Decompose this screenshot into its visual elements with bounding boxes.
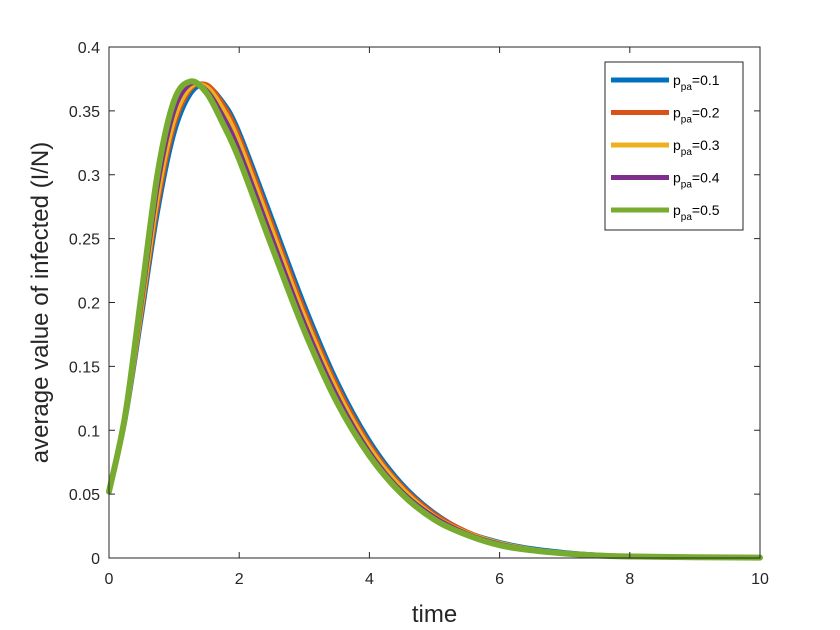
y-tick-label: 0.35 — [69, 104, 100, 121]
x-tick-label: 10 — [751, 571, 769, 588]
y-tick-label: 0.1 — [78, 423, 100, 440]
x-tick-label: 4 — [365, 571, 374, 588]
y-axis: 0 0.05 0.1 0.15 0.2 0.25 0.3 0.35 0.4 — [69, 40, 760, 568]
y-axis-title: average value of infected (I/N) — [27, 142, 54, 464]
legend-label-subscript: pa — [681, 180, 693, 191]
y-tick-label: 0.05 — [69, 487, 100, 504]
legend-label-base: p — [673, 170, 681, 186]
y-tick-label: 0.25 — [69, 232, 100, 249]
legend-label-base: p — [673, 202, 681, 218]
legend-label-2: ppa=0.2 — [673, 105, 720, 126]
legend-label-value: =0.5 — [692, 202, 720, 218]
legend-label-base: p — [673, 72, 681, 88]
x-tick-label: 8 — [625, 571, 634, 588]
legend-label-1: ppa=0.1 — [673, 72, 720, 93]
x-axis-title: time — [412, 601, 457, 628]
legend-label-value: =0.1 — [692, 72, 720, 88]
legend-label-5: ppa=0.5 — [673, 202, 720, 223]
series-line-5 — [106, 78, 763, 561]
x-tick-label: 6 — [495, 571, 504, 588]
legend-label-subscript: pa — [681, 147, 693, 158]
y-tick-label: 0.4 — [78, 40, 100, 57]
x-axis: 0 2 4 6 8 10 — [105, 47, 769, 588]
legend-label-subscript: pa — [681, 115, 693, 126]
y-tick-label: 0 — [91, 551, 100, 568]
y-tick-label: 0.2 — [78, 296, 100, 313]
legend-label-4: ppa=0.4 — [673, 170, 720, 191]
legend-label-subscript: pa — [681, 82, 693, 93]
x-tick-label: 0 — [105, 571, 114, 588]
y-tick-label: 0.15 — [69, 359, 100, 376]
legend-label-base: p — [673, 137, 681, 153]
x-tick-label: 2 — [235, 571, 244, 588]
legend-label-value: =0.2 — [692, 105, 720, 121]
y-tick-label: 0.3 — [78, 168, 100, 185]
legend-label-value: =0.4 — [692, 170, 720, 186]
legend-label-base: p — [673, 105, 681, 121]
legend-label-3: ppa=0.3 — [673, 137, 720, 158]
series-layer — [106, 78, 763, 561]
legend-label-value: =0.3 — [692, 137, 720, 153]
legend-label-subscript: pa — [681, 212, 693, 223]
